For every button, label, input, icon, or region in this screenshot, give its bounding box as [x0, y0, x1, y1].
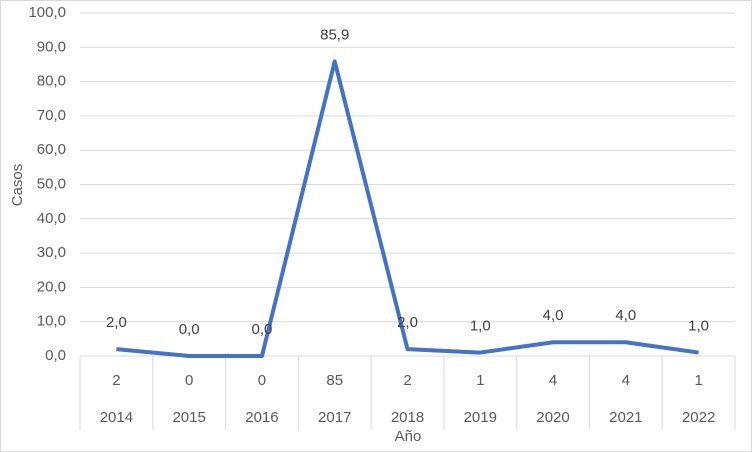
- x-group-label: 2016: [245, 409, 278, 426]
- data-label: 2,0: [397, 314, 418, 331]
- y-tick-label: 10,0: [37, 313, 66, 330]
- y-tick-label: 70,0: [37, 107, 66, 124]
- x-tick-label: 85: [326, 372, 343, 389]
- data-label: 4,0: [543, 307, 564, 324]
- x-tick-label: 4: [549, 372, 557, 389]
- x-group-label: 2019: [464, 409, 497, 426]
- x-tick-label: 0: [185, 372, 193, 389]
- data-label: 1,0: [688, 318, 709, 335]
- x-group-label: 2020: [536, 409, 569, 426]
- y-tick-label: 50,0: [37, 175, 66, 192]
- data-label: 2,0: [106, 314, 127, 331]
- y-tick-label: 90,0: [37, 38, 66, 55]
- y-tick-label: 60,0: [37, 141, 66, 158]
- x-tick-label: 2: [112, 372, 120, 389]
- y-tick-label: 40,0: [37, 210, 66, 227]
- x-tick-label: 2: [403, 372, 411, 389]
- x-tick-label: 1: [476, 372, 484, 389]
- x-group-label: 2018: [391, 409, 424, 426]
- x-group-label: 2022: [682, 409, 715, 426]
- data-label: 85,9: [320, 26, 349, 43]
- y-tick-label: 0,0: [45, 347, 66, 364]
- x-tick-label: 4: [622, 372, 630, 389]
- data-label: 1,0: [470, 318, 491, 335]
- y-tick-label: 100,0: [28, 4, 66, 21]
- x-group-label: 2014: [100, 409, 133, 426]
- x-group-label: 2021: [609, 409, 642, 426]
- data-label: 0,0: [252, 321, 273, 338]
- data-label: 0,0: [179, 321, 200, 338]
- y-axis-title: Casos: [9, 164, 26, 207]
- x-group-label: 2015: [172, 409, 205, 426]
- y-tick-label: 80,0: [37, 73, 66, 90]
- y-tick-label: 20,0: [37, 278, 66, 295]
- y-tick-label: 30,0: [37, 244, 66, 261]
- data-label: 4,0: [615, 307, 636, 324]
- x-axis-title: Año: [395, 428, 422, 445]
- x-tick-label: 1: [694, 372, 702, 389]
- data-line: [116, 59, 699, 358]
- x-group-label: 2017: [318, 409, 351, 426]
- x-tick-label: 0: [258, 372, 266, 389]
